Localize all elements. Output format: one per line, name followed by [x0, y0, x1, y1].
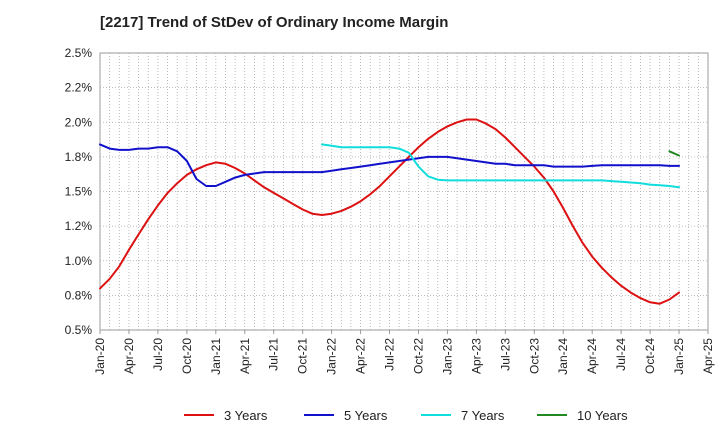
legend-label-7-years: 7 Years	[461, 408, 505, 423]
x-tick-label: Jul-20	[151, 338, 165, 371]
x-tick-label: Jul-21	[267, 338, 281, 371]
x-tick-label: Jul-23	[498, 338, 512, 371]
x-tick-label: Jan-23	[440, 338, 454, 375]
legend-label-5-years: 5 Years	[344, 408, 388, 423]
x-tick-label: Jul-24	[614, 338, 628, 371]
x-tick-label: Jan-22	[325, 338, 339, 375]
y-tick-label: 0.5%	[65, 323, 93, 337]
x-tick-label: Jul-22	[383, 338, 397, 371]
x-tick-label: Jan-25	[672, 338, 686, 375]
x-tick-label: Oct-24	[643, 338, 657, 374]
x-tick-label: Apr-21	[238, 338, 252, 374]
y-tick-label: 0.8%	[65, 288, 93, 302]
x-tick-label: Apr-24	[585, 338, 599, 374]
x-tick-label: Jan-24	[556, 338, 570, 375]
legend: 3 Years 5 Years 7 Years 10 Years	[184, 408, 628, 423]
series-line-5-years	[99, 143, 680, 187]
legend-label-3-years: 3 Years	[224, 408, 268, 423]
x-tick-label: Oct-20	[180, 338, 194, 374]
x-tick-label: Jan-20	[93, 338, 107, 375]
y-tick-label: 2.2%	[65, 81, 93, 95]
y-tick-label: 1.5%	[65, 185, 93, 199]
x-tick-label: Apr-20	[122, 338, 136, 374]
series-line-10-years	[668, 150, 680, 157]
y-tick-label: 2.5%	[65, 46, 93, 60]
x-tick-label: Oct-23	[527, 338, 541, 374]
y-tick-label: 1.8%	[65, 150, 93, 164]
y-tick-label: 2.0%	[65, 115, 93, 129]
series-line-7-years	[321, 143, 680, 189]
x-tick-label: Jan-21	[209, 338, 223, 375]
x-tick-label: Oct-21	[296, 338, 310, 374]
x-tick-label: Apr-23	[469, 338, 483, 374]
chart-title: [2217] Trend of StDev of Ordinary Income…	[100, 14, 449, 31]
y-tick-label: 1.2%	[65, 219, 93, 233]
legend-label-10-years: 10 Years	[577, 408, 628, 423]
x-tick-label: Apr-22	[354, 338, 368, 374]
x-tick-label: Apr-25	[701, 338, 715, 374]
x-tick-label: Oct-22	[411, 338, 425, 374]
y-tick-label: 1.0%	[65, 254, 93, 268]
series-line-3-years	[99, 118, 680, 305]
